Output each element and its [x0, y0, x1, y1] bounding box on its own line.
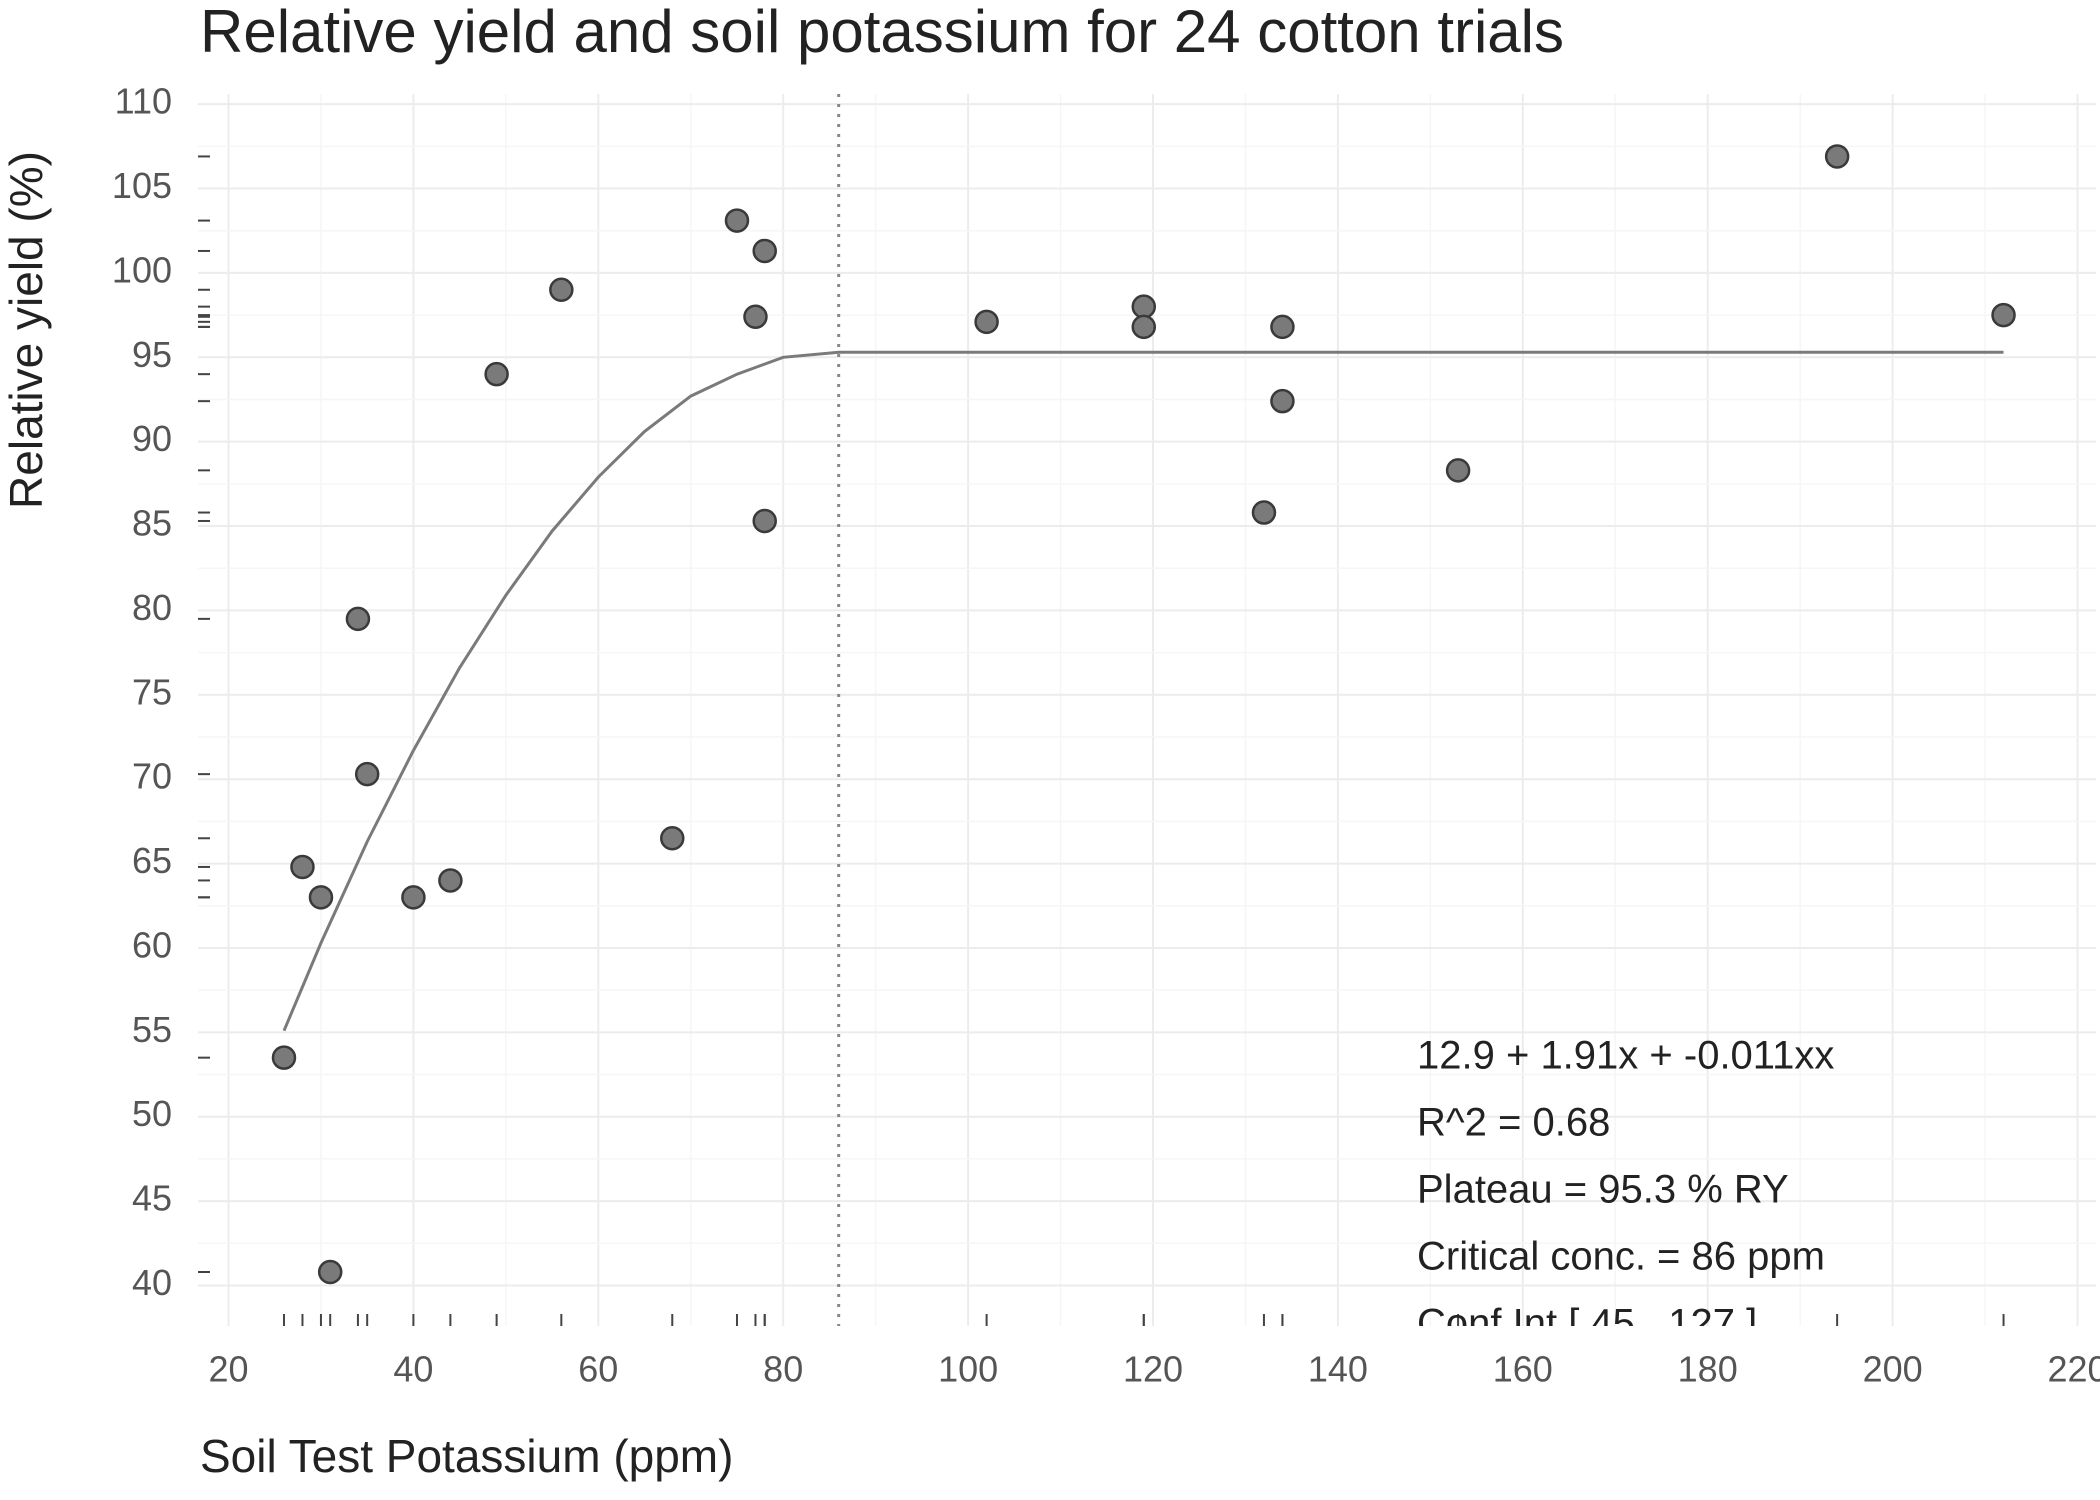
- point: [345, 606, 371, 632]
- point: [354, 761, 380, 787]
- point: [1131, 314, 1157, 340]
- point: [752, 508, 777, 534]
- x-axis-title: Soil Test Potassium (ppm): [200, 1430, 733, 1482]
- point: [271, 1045, 297, 1070]
- x-tick-label: 120: [1123, 1349, 1183, 1390]
- point: [724, 208, 750, 233]
- y-tick-label: 55: [132, 1009, 172, 1050]
- point: [438, 868, 463, 893]
- point: [308, 885, 334, 910]
- point: [1251, 500, 1277, 525]
- fit-line: [282, 350, 2004, 1032]
- point: [1991, 302, 2016, 328]
- y-tick-label: 105: [112, 165, 172, 206]
- y-tick-label: 75: [132, 671, 172, 712]
- x-tick-label: 180: [1678, 1349, 1738, 1390]
- y-tick-label: 80: [132, 587, 172, 628]
- point: [1270, 388, 1295, 414]
- chart-title: Relative yield and soil potassium for 24…: [200, 0, 1564, 65]
- y-tick-label: 90: [132, 418, 172, 459]
- annotation: R^2 = 0.68: [1417, 1101, 1610, 1145]
- y-tick-label: 65: [132, 840, 172, 881]
- x-tick-label: 20: [208, 1349, 248, 1390]
- y-tick-label: 85: [132, 503, 172, 544]
- point: [290, 854, 315, 880]
- y-tick-label: 100: [112, 249, 172, 290]
- y-axis-title: Relative yield (%): [0, 151, 52, 509]
- y-tick-label: 50: [132, 1093, 172, 1134]
- y-tick-label: 95: [132, 334, 172, 375]
- point: [1131, 294, 1157, 319]
- x-tick-label: 220: [2047, 1349, 2100, 1390]
- point: [660, 826, 685, 851]
- annotation: Plateau = 95.3 % RY: [1417, 1168, 1789, 1212]
- point: [1270, 314, 1295, 340]
- annotation: Critical conc. = 86 ppm: [1417, 1235, 1825, 1279]
- grid: [198, 94, 2096, 1326]
- x-tick-label: 100: [938, 1349, 998, 1390]
- point: [317, 1259, 343, 1285]
- point: [401, 885, 426, 910]
- x-tick-label: 160: [1493, 1349, 1553, 1390]
- point: [1824, 144, 1850, 169]
- x-tick-label: 40: [393, 1349, 433, 1390]
- x-tick-label: 60: [578, 1349, 618, 1390]
- y-tick-label: 60: [132, 924, 172, 965]
- point: [484, 361, 509, 387]
- point: [752, 238, 777, 264]
- y-tick-label: 70: [132, 756, 172, 797]
- point: [974, 309, 999, 335]
- y-tick-label: 45: [132, 1178, 172, 1219]
- x-tick-label: 200: [1863, 1349, 1923, 1390]
- x-tick-label: 140: [1308, 1349, 1368, 1390]
- annotation: 12.9 + 1.91x + -0.011xx: [1417, 1034, 1834, 1078]
- annotation: Conf Int [ 45 , 127 ]: [1417, 1302, 1757, 1346]
- point: [549, 277, 574, 303]
- y-tick-label: 110: [115, 81, 172, 122]
- x-tick-label: 80: [763, 1349, 803, 1390]
- point: [743, 304, 768, 330]
- plot-area: 12.9 + 1.91x + -0.011xx R^2 = 0.68 Plateau…: [198, 94, 2016, 1346]
- y-tick-label: 40: [132, 1262, 172, 1303]
- point: [1445, 458, 1471, 483]
